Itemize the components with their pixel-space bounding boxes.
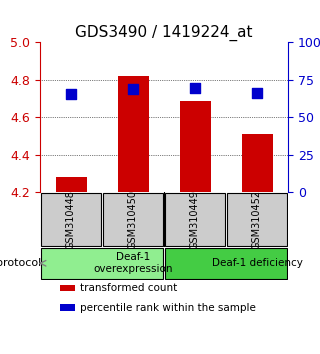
Point — [131, 86, 136, 92]
Text: GSM310450: GSM310450 — [128, 190, 138, 249]
Point — [68, 91, 74, 97]
Bar — [60, 304, 75, 311]
Bar — [117, 76, 148, 192]
Text: Deaf-1
overexpression: Deaf-1 overexpression — [93, 252, 173, 274]
Bar — [180, 101, 211, 192]
Text: protocol: protocol — [0, 258, 41, 268]
Point — [192, 85, 197, 91]
FancyBboxPatch shape — [41, 247, 164, 279]
FancyBboxPatch shape — [227, 194, 287, 246]
FancyBboxPatch shape — [41, 194, 101, 246]
FancyBboxPatch shape — [164, 247, 287, 279]
Bar — [242, 134, 273, 192]
Text: transformed count: transformed count — [80, 283, 177, 293]
Text: GSM310452: GSM310452 — [252, 190, 262, 249]
Point — [254, 90, 260, 96]
Text: GSM310449: GSM310449 — [190, 190, 200, 249]
Title: GDS3490 / 1419224_at: GDS3490 / 1419224_at — [75, 25, 253, 41]
Bar — [60, 285, 75, 291]
Text: Deaf-1 deficiency: Deaf-1 deficiency — [212, 258, 302, 268]
FancyBboxPatch shape — [165, 194, 225, 246]
Text: GSM310448: GSM310448 — [66, 190, 76, 249]
Bar — [55, 177, 86, 192]
Text: percentile rank within the sample: percentile rank within the sample — [80, 303, 256, 313]
FancyBboxPatch shape — [103, 194, 163, 246]
